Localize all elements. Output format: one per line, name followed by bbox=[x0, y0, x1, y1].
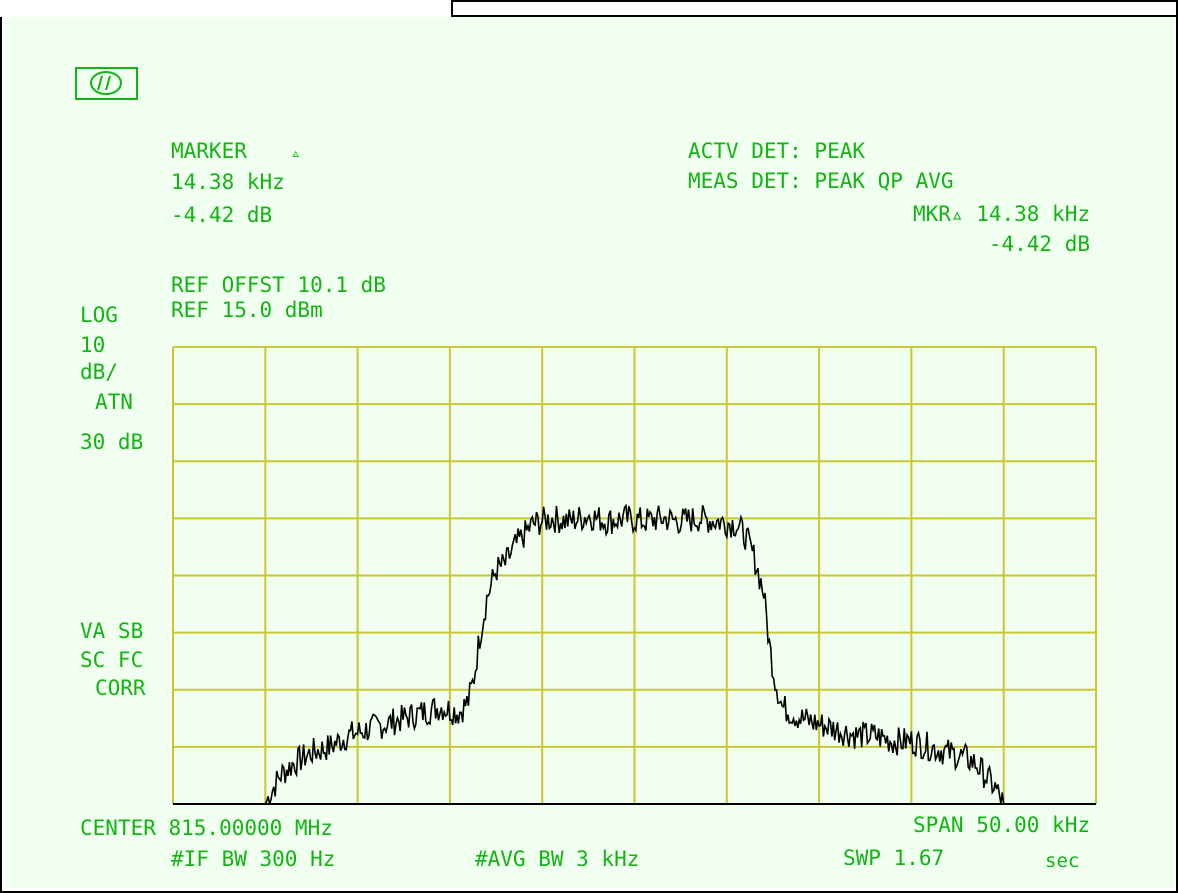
ref-offset: REF OFFST 10.1 dB bbox=[171, 273, 386, 297]
marker-delta-amplitude: -4.42 dB bbox=[989, 232, 1090, 256]
marker-delta-symbol: ▵ bbox=[291, 143, 301, 162]
marker-delta-readout: MKR▵ 14.38 kHz bbox=[913, 202, 1090, 226]
ref-level: REF 15.0 dBm bbox=[171, 298, 323, 322]
sweep-time-unit: sec bbox=[1045, 850, 1079, 872]
spectrum-trace bbox=[264, 503, 1005, 805]
scale-per-div-unit: dB/ bbox=[80, 360, 118, 384]
header-rule bbox=[453, 0, 1178, 17]
graticule bbox=[172, 346, 1097, 805]
atten-label: ATN bbox=[95, 390, 133, 414]
marker-amplitude: -4.42 dB bbox=[171, 203, 272, 227]
marker-title: MARKER bbox=[171, 139, 247, 163]
sweep-time: SWP 1.67 bbox=[843, 846, 944, 870]
scale-per-div-value: 10 bbox=[80, 333, 105, 357]
header-box bbox=[0, 0, 453, 17]
scale-mode: LOG bbox=[80, 303, 118, 327]
status-line-2: SC FC bbox=[80, 648, 143, 672]
frequency-span: SPAN 50.00 kHz bbox=[913, 813, 1090, 837]
hp-logo-icon bbox=[75, 67, 138, 100]
status-line-3: CORR bbox=[95, 676, 146, 700]
center-frequency: CENTER 815.00000 MHz bbox=[80, 816, 333, 840]
if-bandwidth: #IF BW 300 Hz bbox=[171, 847, 335, 871]
marker-freq: 14.38 kHz bbox=[171, 170, 285, 194]
measure-detector: MEAS DET: PEAK QP AVG bbox=[688, 169, 954, 193]
status-line-1: VA SB bbox=[80, 619, 143, 643]
analyzer-screen: MARKER ▵ 14.38 kHz -4.42 dB ACTV DET: PE… bbox=[5, 17, 1175, 888]
analyzer-display: MARKER ▵ 14.38 kHz -4.42 dB ACTV DET: PE… bbox=[75, 67, 1097, 872]
atten-value: 30 dB bbox=[80, 430, 143, 454]
avg-bandwidth: #AVG BW 3 kHz bbox=[475, 847, 639, 871]
active-detector: ACTV DET: PEAK bbox=[688, 139, 865, 163]
